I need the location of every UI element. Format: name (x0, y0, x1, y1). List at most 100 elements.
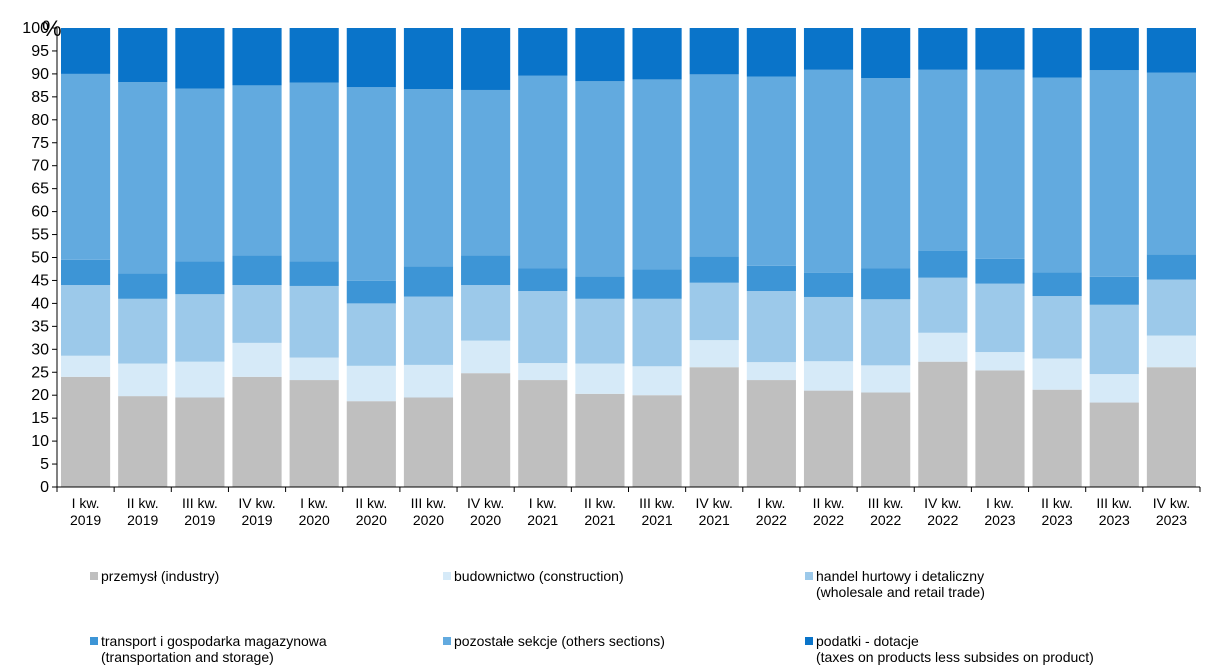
x-tick-label: II kw. 2021 (584, 495, 616, 528)
bar-segment (518, 291, 568, 364)
x-tick-label: IV kw. 2020 (467, 495, 504, 528)
x-tick-label: IV kw. 2019 (238, 495, 275, 528)
bar-segment (461, 28, 511, 90)
bar-segment (746, 362, 796, 381)
y-tick-label: 45 (31, 272, 49, 289)
x-tick-label: III kw. 2020 (411, 495, 447, 528)
x-tick-label: I kw. 2021 (527, 495, 558, 528)
bar-stack (918, 28, 968, 487)
bar-stack (518, 28, 568, 487)
bar-segment (346, 28, 396, 88)
bar-stack (461, 28, 511, 487)
y-tick-label: 65 (31, 181, 49, 198)
bar-segment (632, 28, 682, 80)
bars (61, 28, 1196, 487)
bar-segment (575, 276, 625, 299)
y-tick-label: 10 (31, 433, 49, 450)
bar-stack (346, 28, 396, 487)
y-tick-label: 55 (31, 227, 49, 244)
bar-segment (61, 28, 111, 74)
bar-segment (403, 89, 454, 267)
x-tick-label: IV kw. 2023 (1153, 495, 1190, 528)
x-tick-label: IV kw. 2022 (924, 495, 961, 528)
bar-segment (918, 250, 968, 278)
x-tick-label: I kw. 2022 (756, 495, 787, 528)
bar-segment (918, 332, 968, 362)
bar-segment (632, 269, 682, 299)
y-tick-label: 15 (31, 410, 49, 427)
y-tick-label: 100 (22, 20, 49, 37)
bar-segment (1032, 77, 1082, 273)
bar-segment (518, 380, 568, 487)
bar-stack (632, 28, 682, 487)
bar-stack (975, 28, 1025, 487)
bar-segment (289, 28, 339, 83)
y-tick-label: 20 (31, 387, 49, 404)
bar-segment (975, 28, 1025, 70)
bar-segment (746, 76, 796, 266)
y-tick-label: 30 (31, 341, 49, 358)
bar-stack (575, 28, 625, 487)
y-tick-label: 85 (31, 89, 49, 106)
bar-stack (1146, 28, 1196, 487)
bar-segment (175, 397, 225, 487)
bar-segment (632, 366, 682, 396)
bar-segment (346, 303, 396, 366)
x-tick-label: III kw. 2019 (182, 495, 218, 528)
bar-segment (918, 361, 968, 487)
bar-segment (61, 259, 111, 286)
bar-segment (575, 81, 625, 277)
bar-segment (746, 380, 796, 487)
bar-segment (975, 69, 1025, 259)
y-tick-label: 35 (31, 318, 49, 335)
bar-segment (1089, 28, 1139, 71)
bar-segment (61, 355, 111, 377)
bar-segment (803, 272, 854, 297)
y-tick-label: 90 (31, 66, 49, 83)
x-tick-label: I kw. 2023 (984, 495, 1015, 528)
bar-segment (1032, 296, 1082, 359)
bar-segment (1146, 279, 1196, 336)
x-tick-label: III kw. 2022 (868, 495, 904, 528)
bar-segment (232, 28, 282, 86)
bar-segment (918, 69, 968, 251)
x-tick-label: II kw. 2019 (127, 495, 159, 528)
bar-segment (118, 28, 168, 83)
bar-segment (803, 390, 854, 487)
bar-segment (861, 28, 911, 79)
bar-segment (689, 282, 739, 341)
bar-stack (746, 28, 796, 487)
bar-segment (1089, 276, 1139, 305)
bar-segment (746, 28, 796, 77)
bar-segment (746, 291, 796, 363)
bar-segment (346, 401, 396, 487)
bar-segment (289, 357, 339, 381)
bar-segment (518, 268, 568, 292)
bar-segment (975, 283, 1025, 353)
bar-segment (1089, 374, 1139, 403)
bar-stack (861, 28, 911, 487)
x-tick-label: II kw. 2023 (1041, 495, 1073, 528)
bar-segment (575, 298, 625, 364)
x-tick-label: III kw. 2023 (1096, 495, 1132, 528)
bar-segment (461, 373, 511, 487)
y-tick-label: 70 (31, 158, 49, 175)
bar-segment (232, 376, 282, 487)
bar-segment (975, 258, 1025, 284)
bar-segment (61, 376, 111, 487)
bar-segment (461, 285, 511, 341)
bar-segment (975, 370, 1025, 487)
bar-segment (461, 255, 511, 286)
y-tick-label: 5 (40, 456, 49, 473)
bar-segment (803, 361, 854, 391)
bar-segment (118, 273, 168, 299)
x-tick-label: I kw. 2020 (299, 495, 330, 528)
bar-segment (803, 28, 854, 70)
bar-segment (632, 395, 682, 487)
bar-segment (232, 285, 282, 343)
bar-segment (403, 364, 454, 398)
bar-stack (232, 28, 282, 487)
bar-segment (518, 363, 568, 381)
bar-segment (575, 28, 625, 82)
y-tick-label: 60 (31, 204, 49, 221)
